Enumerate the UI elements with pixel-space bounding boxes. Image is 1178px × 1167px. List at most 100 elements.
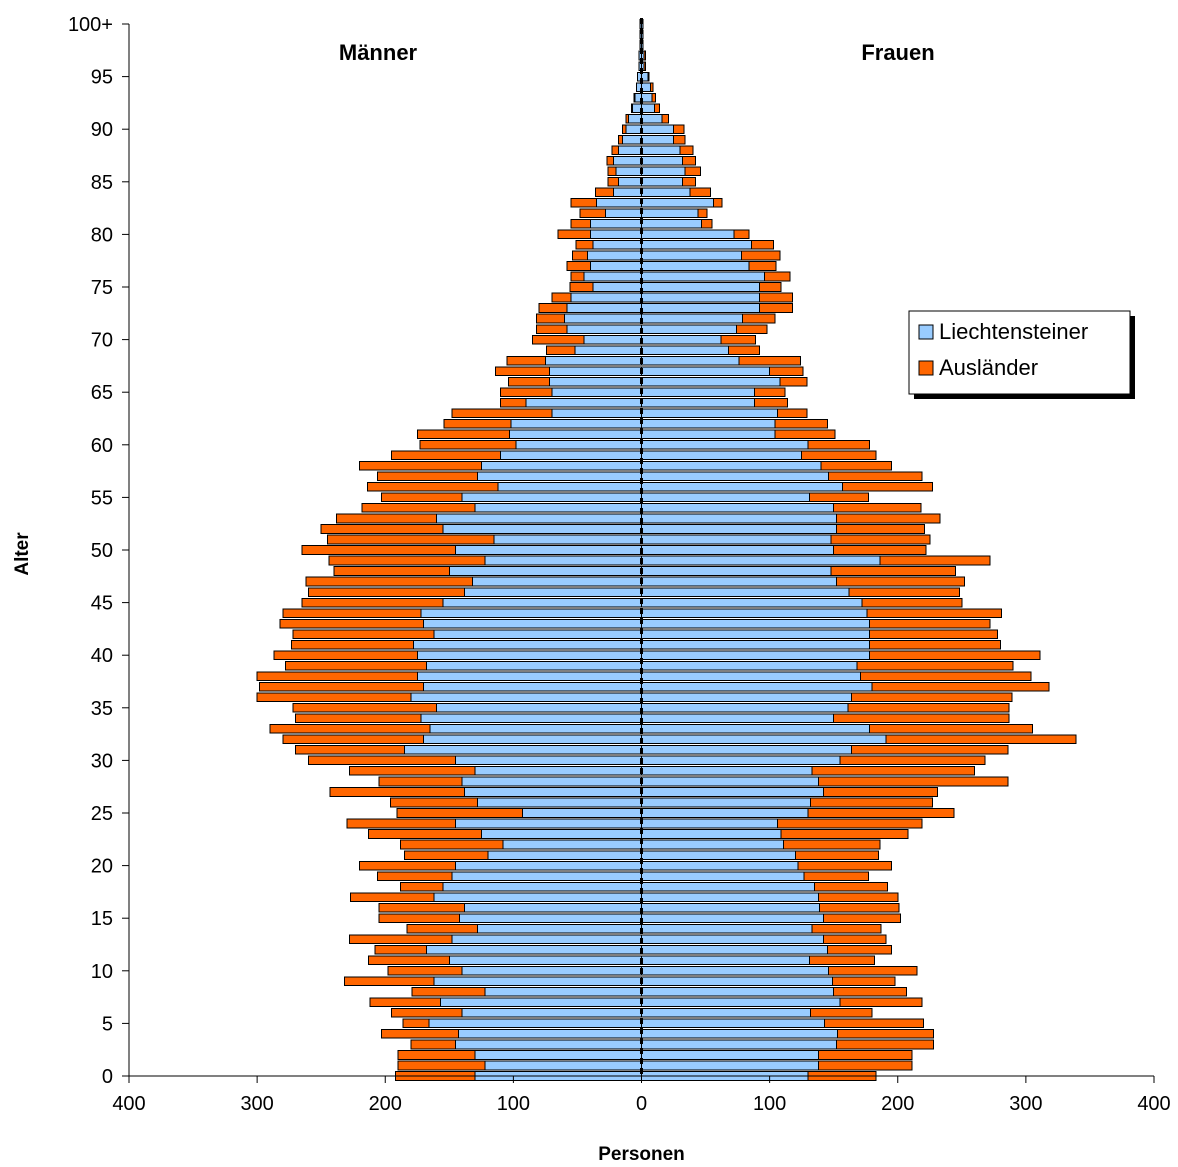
bar-frauen-liechtensteiner-age-10 — [641, 965, 830, 976]
bar-maenner-auslaender-age-27 — [329, 787, 466, 797]
bar-frauen-auslaender-age-58 — [820, 461, 892, 471]
bar-maenner-liechtensteiner-age-50 — [455, 545, 642, 555]
bar-frauen-liechtensteiner-age-82 — [641, 208, 699, 219]
bar-maenner-liechtensteiner-age-56 — [497, 482, 642, 492]
bar-frauen-auslaender-age-65 — [753, 387, 786, 398]
bar-frauen-auslaender-age-91 — [661, 113, 669, 124]
bar-maenner-liechtensteiner-age-68 — [544, 355, 642, 366]
bar-maenner-liechtensteiner-age-90 — [625, 124, 642, 135]
bar-frauen-liechtensteiner-age-37 — [641, 681, 873, 692]
bar-maenner-liechtensteiner-age-91 — [628, 113, 642, 124]
bar-frauen-liechtensteiner-age-21 — [641, 850, 796, 860]
bar-maenner-liechtensteiner-age-74 — [570, 292, 642, 303]
bar-maenner-auslaender-age-53 — [336, 513, 437, 524]
bar-maenner-liechtensteiner-age-59 — [500, 450, 642, 461]
bar-frauen-auslaender-age-23 — [780, 829, 909, 839]
bar-frauen-liechtensteiner-age-3 — [641, 1039, 837, 1050]
bar-frauen-liechtensteiner-age-15 — [641, 913, 824, 924]
bar-frauen-liechtensteiner-age-6 — [641, 1008, 812, 1018]
bar-frauen-liechtensteiner-age-71 — [641, 324, 737, 334]
bar-frauen-auslaender-age-48 — [830, 566, 956, 576]
bar-frauen-liechtensteiner-age-38 — [641, 671, 862, 682]
bar-frauen-liechtensteiner-age-72 — [641, 313, 744, 324]
bar-frauen-liechtensteiner-age-18 — [641, 881, 815, 892]
bar-maenner-auslaender-age-39 — [284, 660, 427, 671]
bar-frauen-auslaender-age-57 — [828, 471, 923, 482]
bar-maenner-auslaender-age-32 — [282, 734, 425, 745]
bar-frauen-auslaender-age-7 — [839, 997, 923, 1008]
y-axis-title: Alter — [12, 532, 33, 576]
bar-maenner-auslaender-age-67 — [494, 366, 550, 376]
bar-maenner-auslaender-age-84 — [594, 187, 614, 198]
bar-maenner-auslaender-age-14 — [406, 923, 478, 934]
bar-maenner-liechtensteiner-age-81 — [589, 219, 642, 229]
bar-maenner-liechtensteiner-age-38 — [416, 671, 642, 682]
bar-frauen-auslaender-age-47 — [835, 576, 965, 587]
bar-maenner-auslaender-age-57 — [377, 471, 478, 482]
bar-frauen-liechtensteiner-age-57 — [641, 471, 830, 482]
bar-frauen-auslaender-age-93 — [651, 92, 657, 103]
bar-maenner-auslaender-age-6 — [391, 1008, 463, 1018]
bar-maenner-auslaender-age-85 — [607, 176, 619, 187]
bar-maenner-liechtensteiner-age-24 — [455, 818, 642, 829]
bar-maenner-auslaender-age-72 — [535, 313, 566, 324]
legend-label-auslaender: Ausländer — [939, 355, 1038, 380]
bar-maenner-auslaender-age-55 — [380, 492, 463, 503]
bar-frauen-liechtensteiner-age-92 — [641, 103, 655, 113]
bar-maenner-auslaender-age-87 — [606, 155, 614, 166]
bar-maenner-auslaender-age-26 — [389, 797, 478, 808]
bar-maenner-liechtensteiner-age-60 — [515, 439, 642, 450]
bar-frauen-auslaender-age-42 — [869, 629, 999, 639]
bar-maenner-liechtensteiner-age-30 — [455, 755, 642, 766]
bar-maenner-auslaender-age-69 — [546, 345, 576, 355]
bar-frauen-auslaender-age-56 — [842, 482, 933, 492]
bar-maenner-liechtensteiner-age-40 — [416, 650, 642, 661]
bar-frauen-auslaender-age-5 — [824, 1018, 924, 1029]
y-tick-label: 45 — [91, 593, 113, 615]
y-tick-label: 95 — [91, 67, 113, 89]
bar-maenner-liechtensteiner-age-39 — [425, 660, 642, 671]
bar-frauen-liechtensteiner-age-89 — [641, 134, 675, 145]
bar-frauen-auslaender-age-28 — [817, 776, 1009, 787]
bar-maenner-liechtensteiner-age-19 — [451, 871, 642, 881]
bar-maenner-auslaender-age-24 — [346, 818, 457, 829]
bar-maenner-liechtensteiner-age-2 — [474, 1050, 642, 1060]
bar-maenner-auslaender-age-90 — [621, 124, 627, 135]
bar-maenner-auslaender-age-25 — [396, 808, 523, 818]
bar-frauen-liechtensteiner-age-54 — [641, 503, 835, 513]
bar-frauen-liechtensteiner-age-80 — [641, 229, 735, 240]
bar-frauen-auslaender-age-39 — [856, 660, 1014, 671]
bar-frauen-auslaender-age-59 — [801, 450, 877, 461]
x-tick-label: 0 — [636, 1093, 647, 1115]
bar-maenner-liechtensteiner-age-82 — [605, 208, 642, 219]
bar-maenner-auslaender-age-15 — [378, 913, 461, 924]
bar-frauen-auslaender-age-27 — [822, 787, 938, 797]
bar-frauen-auslaender-age-53 — [835, 513, 941, 524]
bar-frauen-auslaender-age-19 — [803, 871, 869, 881]
bar-frauen-liechtensteiner-age-90 — [641, 124, 675, 135]
bar-frauen-auslaender-age-26 — [810, 797, 933, 808]
bar-frauen-auslaender-age-80 — [733, 229, 750, 240]
bar-frauen-auslaender-age-51 — [830, 534, 931, 545]
x-tick-label: 100 — [753, 1093, 786, 1115]
bar-frauen-liechtensteiner-age-75 — [641, 282, 760, 292]
bar-maenner-liechtensteiner-age-51 — [493, 534, 642, 545]
bar-frauen-liechtensteiner-age-42 — [641, 629, 871, 639]
bar-maenner-liechtensteiner-age-64 — [525, 397, 642, 408]
bar-maenner-liechtensteiner-age-5 — [428, 1018, 642, 1029]
bar-maenner-auslaender-age-44 — [282, 608, 422, 618]
bar-maenner-auslaender-age-70 — [532, 334, 585, 345]
bar-maenner-auslaender-age-78 — [571, 250, 589, 261]
bar-frauen-auslaender-age-35 — [847, 702, 1010, 713]
bar-maenner-auslaender-age-73 — [538, 303, 568, 313]
bar-maenner-auslaender-age-64 — [500, 397, 527, 408]
bar-frauen-auslaender-age-43 — [869, 618, 991, 629]
bar-frauen-liechtensteiner-age-88 — [641, 145, 681, 156]
bar-frauen-liechtensteiner-age-51 — [641, 534, 832, 545]
bar-frauen-liechtensteiner-age-56 — [641, 482, 844, 492]
bar-frauen-auslaender-age-36 — [851, 692, 1013, 703]
bar-maenner-auslaender-age-29 — [348, 766, 476, 776]
bar-frauen-auslaender-age-45 — [861, 597, 963, 608]
bar-maenner-auslaender-age-82 — [579, 208, 607, 219]
bar-frauen-auslaender-age-70 — [720, 334, 757, 345]
